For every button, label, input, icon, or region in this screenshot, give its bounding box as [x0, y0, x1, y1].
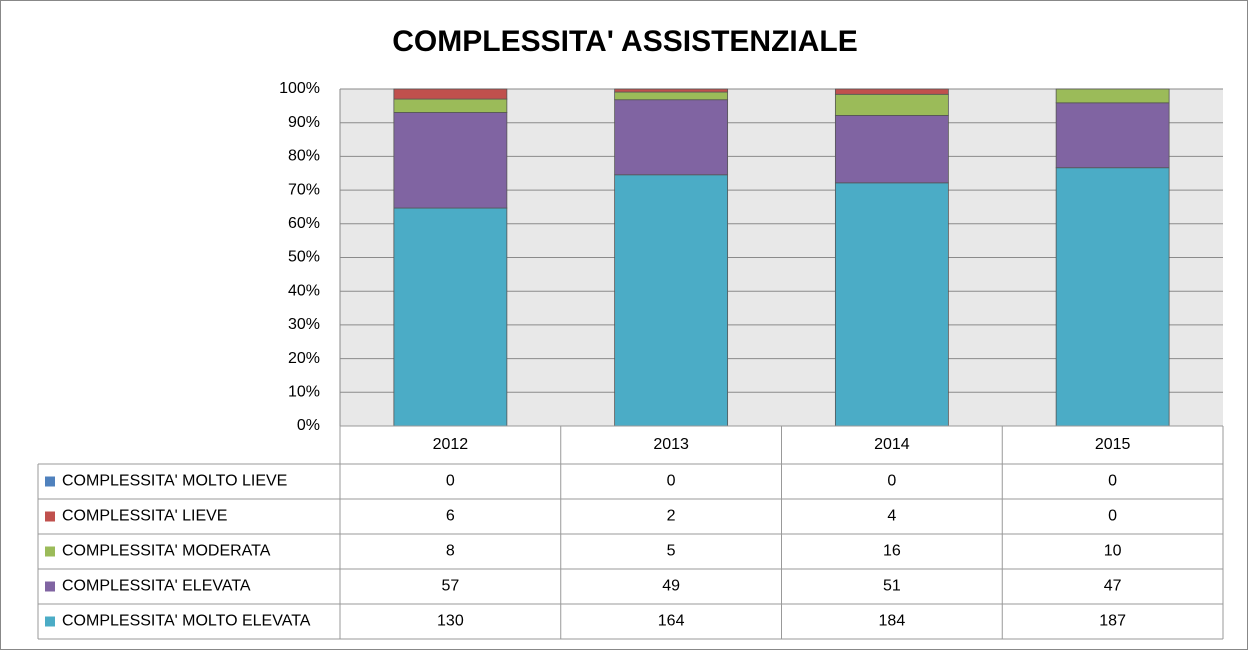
y-tick-label: 30% — [288, 316, 320, 333]
table-value: 51 — [883, 578, 901, 595]
x-tick-label: 2015 — [1095, 436, 1131, 453]
table-value: 184 — [879, 613, 906, 630]
table-value: 0 — [446, 473, 455, 490]
x-tick-label: 2012 — [433, 436, 469, 453]
bar-segment — [393, 112, 508, 209]
bar-segment — [834, 115, 949, 184]
legend-label: COMPLESSITA' LIEVE — [62, 508, 227, 525]
x-tick-label: 2014 — [874, 436, 910, 453]
table-value: 130 — [437, 613, 464, 630]
x-tick-label: 2013 — [653, 436, 689, 453]
y-tick-label: 60% — [288, 215, 320, 232]
bar-segment — [834, 88, 949, 95]
table-value: 10 — [1104, 543, 1122, 560]
bar-segment — [393, 207, 508, 427]
bar-segment — [1055, 102, 1170, 169]
chart-title: COMPLESSITA' ASSISTENZIALE — [392, 25, 858, 58]
legend-swatch — [45, 581, 55, 592]
legend-label: COMPLESSITA' MOLTO ELEVATA — [62, 613, 311, 630]
legend-label: COMPLESSITA' MOLTO LIEVE — [62, 473, 287, 490]
legend-label: COMPLESSITA' ELEVATA — [62, 578, 251, 595]
table-value: 0 — [1108, 473, 1117, 490]
legend-swatch — [45, 476, 55, 487]
y-tick-label: 100% — [279, 80, 320, 97]
table-value: 16 — [883, 543, 901, 560]
bar-segment — [393, 98, 508, 113]
table-value: 187 — [1099, 613, 1126, 630]
table-value: 0 — [1108, 508, 1117, 525]
y-tick-label: 80% — [288, 148, 320, 165]
table-value: 0 — [887, 473, 896, 490]
legend-swatch — [45, 616, 55, 627]
bar-segment — [614, 91, 729, 101]
table-value: 49 — [662, 578, 680, 595]
legend-label: COMPLESSITA' MODERATA — [62, 543, 271, 560]
table-value: 6 — [446, 508, 455, 525]
y-tick-label: 40% — [288, 282, 320, 299]
table-value: 2 — [667, 508, 676, 525]
y-tick-label: 70% — [288, 181, 320, 198]
legend-swatch — [45, 511, 55, 522]
y-tick-label: 0% — [297, 417, 320, 434]
y-tick-label: 20% — [288, 350, 320, 367]
y-tick-label: 50% — [288, 249, 320, 266]
bar-segment — [614, 174, 729, 427]
y-tick-label: 90% — [288, 114, 320, 131]
bar-segment — [1055, 167, 1170, 427]
bar-segment — [614, 99, 729, 176]
y-tick-label: 10% — [288, 384, 320, 401]
table-value: 164 — [658, 613, 685, 630]
table-value: 47 — [1104, 578, 1122, 595]
bar-segment — [1055, 88, 1170, 104]
table-value: 8 — [446, 543, 455, 560]
bar-segment — [834, 93, 949, 116]
legend-swatch — [45, 546, 55, 557]
table-value: 5 — [667, 543, 676, 560]
bar-segment — [834, 182, 949, 427]
table-value: 57 — [441, 578, 459, 595]
table-value: 0 — [667, 473, 676, 490]
table-value: 4 — [887, 508, 896, 525]
bar-segment — [614, 88, 729, 93]
bar-segment — [393, 88, 508, 100]
